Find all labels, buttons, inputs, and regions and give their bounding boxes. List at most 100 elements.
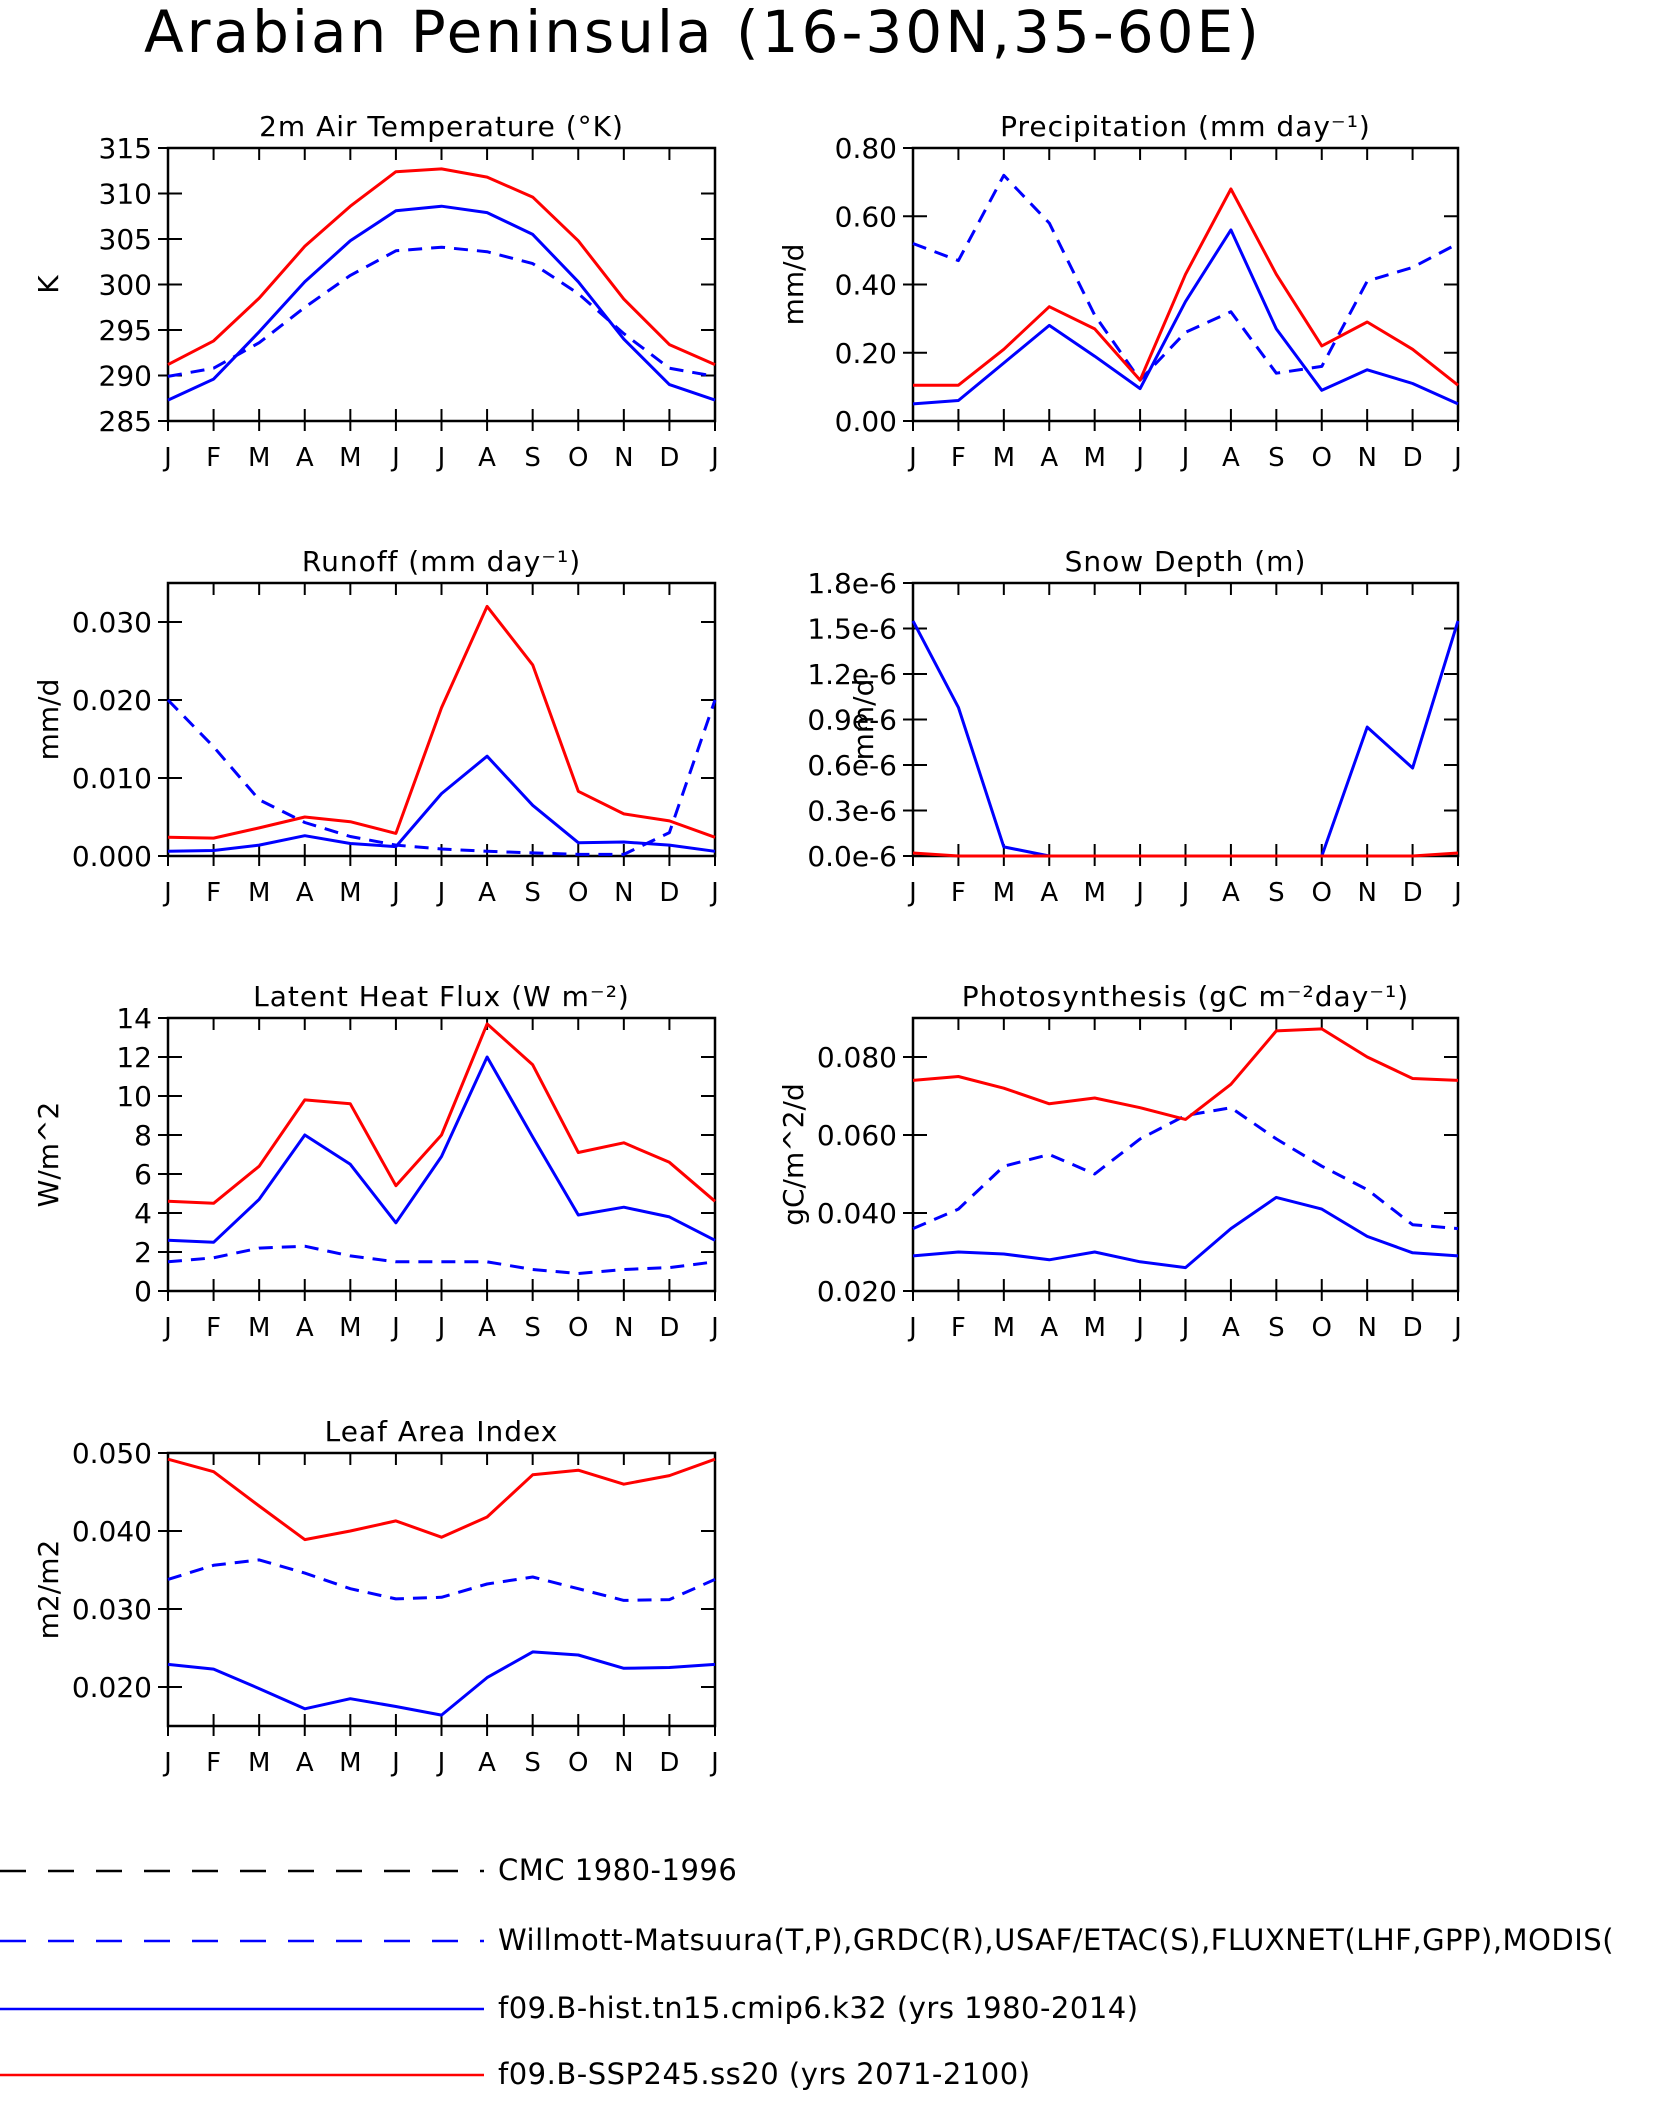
y-tick-label: 0.010 <box>72 762 152 795</box>
month-label: J <box>436 1313 446 1343</box>
series-line-ssp <box>913 187 1459 387</box>
month-label: D <box>659 878 679 908</box>
month-label: M <box>993 878 1015 908</box>
figure-title: Arabian Peninsula (16-30N,35-60E) <box>144 0 1262 66</box>
month-label: F <box>951 878 966 908</box>
panel-title: 2m Air Temperature (°K) <box>259 110 624 143</box>
month-label: J <box>1452 443 1462 473</box>
month-label: J <box>709 1313 719 1343</box>
month-label: O <box>568 443 588 473</box>
month-label: A <box>1040 878 1058 908</box>
y-tick-label: 0.6e-6 <box>807 749 897 782</box>
y-tick-label: 0.3e-6 <box>807 795 897 828</box>
month-label: F <box>951 443 966 473</box>
y-tick-label: 0.020 <box>817 1275 897 1308</box>
month-label: M <box>248 443 270 473</box>
panel-title: Snow Depth (m) <box>1065 545 1307 578</box>
month-label: J <box>1134 1313 1144 1343</box>
month-label: J <box>709 1748 719 1778</box>
y-tick-label: 0 <box>134 1275 152 1308</box>
y-tick-label: 315 <box>99 132 152 165</box>
month-label: S <box>524 1313 541 1343</box>
y-tick-label: 12 <box>116 1041 152 1074</box>
month-label: M <box>993 443 1015 473</box>
legend-label: f09.B-hist.tn15.cmip6.k32 (yrs 1980-2014… <box>498 1991 1139 2025</box>
month-label: M <box>248 878 270 908</box>
month-label: J <box>390 443 400 473</box>
y-tick-label: 1.2e-6 <box>807 658 897 691</box>
y-tick-label: 0.060 <box>817 1119 897 1152</box>
legend-label: Willmott-Matsuura(T,P),GRDC(R),USAF/ETAC… <box>498 1923 1614 1957</box>
y-axis-label: mm/d <box>32 679 65 761</box>
month-label: N <box>1357 878 1376 908</box>
y-tick-label: 0.020 <box>72 684 152 717</box>
month-label: D <box>659 1748 679 1778</box>
y-tick-label: 0.9e-6 <box>807 704 897 737</box>
month-label: J <box>907 878 917 908</box>
y-tick-label: 8 <box>134 1119 152 1152</box>
series-line-obs <box>912 173 1459 382</box>
month-label: D <box>1403 1313 1423 1343</box>
series-line-ssp <box>167 1022 716 1205</box>
series-line-obs <box>167 1558 716 1602</box>
y-axis-label: mm/d <box>777 244 810 326</box>
month-label: D <box>659 1313 679 1343</box>
panel-3: Runoff (mm day⁻¹)J F M A M J J A S O N D J0.0000.010… <box>32 545 719 908</box>
month-label: J <box>1452 1313 1462 1343</box>
month-label: J <box>436 443 446 473</box>
month-label: J <box>436 878 446 908</box>
panel-1: 2m Air Temperature (°K)J F M A M J J A S O N D J2852… <box>32 110 719 473</box>
month-label: O <box>568 1748 588 1778</box>
y-tick-label: 0.40 <box>835 269 897 302</box>
series-line-obs <box>167 1244 716 1275</box>
month-label: M <box>339 443 361 473</box>
series-line-hist <box>167 1055 716 1244</box>
month-label: A <box>296 878 314 908</box>
month-label: J <box>907 443 917 473</box>
legend: CMC 1980-1996 Willmott-Matsuura(T,P),GRDC… <box>0 1853 1614 2091</box>
panel-5: Latent Heat Flux (W m⁻²)J F M A M J J A S O N D J024… <box>32 980 719 1343</box>
month-label: A <box>1040 443 1058 473</box>
month-label: J <box>390 1313 400 1343</box>
month-label: J <box>162 443 172 473</box>
series-line-hist <box>167 204 716 402</box>
y-tick-label: 295 <box>99 314 152 347</box>
month-label: S <box>1268 443 1285 473</box>
y-tick-label: 305 <box>99 223 152 256</box>
month-label: N <box>1357 443 1376 473</box>
month-label: M <box>248 1748 270 1778</box>
y-tick-label: 310 <box>99 178 152 211</box>
month-label: O <box>1312 878 1332 908</box>
y-tick-label: 0.080 <box>817 1041 897 1074</box>
y-tick-label: 0.030 <box>72 606 152 639</box>
month-label: O <box>1312 1313 1332 1343</box>
y-tick-label: 0.60 <box>835 200 897 233</box>
y-tick-label: 290 <box>99 360 152 393</box>
y-tick-label: 0.050 <box>72 1437 152 1470</box>
y-tick-label: 0.20 <box>835 337 897 370</box>
y-tick-label: 0.0e-6 <box>807 840 897 873</box>
y-tick-label: 0.040 <box>817 1197 897 1230</box>
month-label: J <box>709 443 719 473</box>
month-label: J <box>162 878 172 908</box>
month-label: O <box>568 878 588 908</box>
month-label: O <box>1312 443 1332 473</box>
month-label: J <box>436 1748 446 1778</box>
month-label: M <box>248 1313 270 1343</box>
y-tick-label: 0.80 <box>835 132 897 165</box>
plot-frame <box>166 146 717 423</box>
month-label: O <box>568 1313 588 1343</box>
month-label: N <box>614 443 633 473</box>
y-tick-label: 300 <box>99 269 152 302</box>
month-label: J <box>907 1313 917 1343</box>
month-label: A <box>478 1748 496 1778</box>
month-label: N <box>1357 1313 1376 1343</box>
series-line-ssp <box>912 1027 1459 1121</box>
month-label: J <box>1134 878 1144 908</box>
month-label: A <box>478 443 496 473</box>
y-tick-label: 1.5e-6 <box>807 613 897 646</box>
panel-title: Precipitation (mm day⁻¹) <box>1000 110 1371 143</box>
y-tick-label: 4 <box>134 1197 152 1230</box>
panel-2: Precipitation (mm day⁻¹)J F M A M J J A S O N D J0.0… <box>777 110 1462 473</box>
series-line-ssp <box>167 604 716 840</box>
